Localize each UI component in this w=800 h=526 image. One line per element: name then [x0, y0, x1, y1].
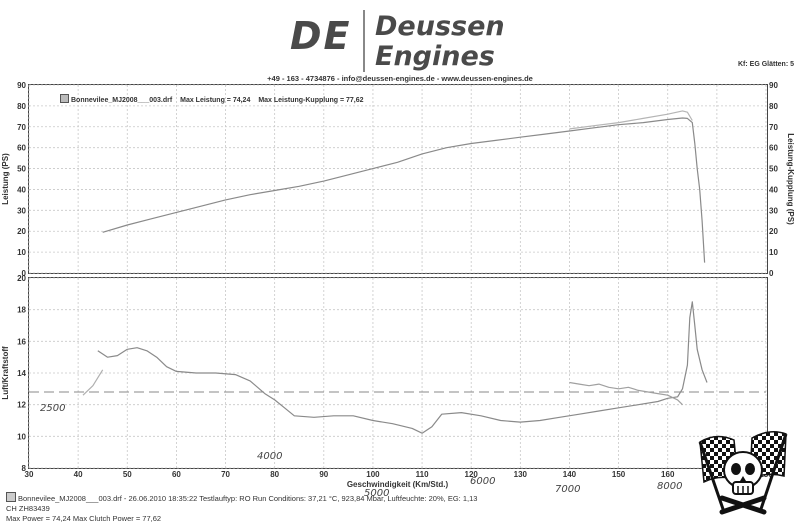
power-y-tick-label: 70 [17, 123, 26, 132]
skull-checkered-flags-icon [698, 431, 788, 515]
x-tick-label: 110 [416, 470, 429, 479]
power-y-tick-label-right: 60 [769, 144, 778, 153]
legend-file-icon [60, 94, 69, 103]
power-y-tick-label-right: 70 [769, 123, 778, 132]
x-tick-label: 100 [366, 470, 380, 479]
rpm-annotation: 5000 [364, 488, 389, 499]
x-tick-label: 140 [563, 470, 577, 479]
power-chart-panel [28, 84, 768, 274]
afr-y-tick-label: 20 [17, 274, 26, 283]
power-series-line-1 [569, 110, 693, 130]
rpm-annotation: 2500 [40, 403, 65, 414]
power-y-tick-label-right: 30 [769, 206, 778, 215]
power-y-tick-label-right: 80 [769, 102, 778, 111]
logo-divider [363, 10, 365, 72]
run-info: Bonnevilee_MJ2008___003.drf - 26.06.2010… [6, 492, 477, 524]
afr-y-axis-label: Luft/Kraftstoff [1, 346, 10, 400]
power-y-tick-label-right: 20 [769, 227, 778, 236]
rpm-annotation: 6000 [470, 476, 495, 487]
afr-y-tick-label: 14 [17, 369, 26, 378]
x-axis-label: Geschwindigkeit (Km/Std.) [347, 480, 449, 489]
chart-legend: Bonnevilee_MJ2008___003.drf Max Leistung… [60, 94, 364, 104]
rpm-annotation: 8000 [657, 481, 682, 492]
x-tick-label: 90 [319, 470, 328, 479]
company-name: Deussen Engines [375, 12, 505, 72]
x-tick-label: 160 [661, 470, 675, 479]
x-tick-label: 80 [270, 470, 279, 479]
run-info-line1: Bonnevilee_MJ2008___003.drf - 26.06.2010… [18, 494, 478, 503]
smoothing-settings: Kf: EG Glätten: 5 [737, 61, 794, 68]
afr-series-line-0 [97, 301, 708, 434]
afr-series-line-2 [82, 369, 104, 396]
power-y-tick-label: 30 [17, 206, 26, 215]
power-y-tick-label: 80 [17, 102, 26, 111]
afr-y-tick-label: 18 [17, 306, 26, 315]
power-y-tick-label-right: 10 [769, 248, 778, 257]
run-info-line2: CH ZH83439 [6, 504, 50, 513]
rpm-annotation: 7000 [555, 484, 580, 495]
contact-line: +49 - 163 - 4734876 - info@deussen-engin… [267, 74, 533, 83]
afr-y-tick-label: 12 [17, 401, 26, 410]
power-y-tick-label: 20 [17, 227, 26, 236]
legend-max-clutch: Max Leistung-Kupplung = 77,62 [258, 97, 364, 104]
afr-y-tick-label: 10 [17, 432, 26, 441]
company-name-line1: Deussen [375, 11, 505, 42]
power-y-tick-label: 50 [17, 165, 26, 174]
legend-max-power: Max Leistung = 74,24 [180, 97, 251, 104]
power-y-tick-label-right: 50 [769, 165, 778, 174]
run-info-line3: Max Power = 74,24 Max Clutch Power = 77,… [6, 514, 162, 523]
power-y-tick-label-right: 40 [769, 185, 778, 194]
rpm-annotation: 4000 [257, 451, 282, 462]
company-name-line2: Engines [375, 41, 495, 72]
x-tick-label: 150 [612, 470, 626, 479]
x-tick-label: 120 [465, 470, 479, 479]
x-tick-label: 130 [514, 470, 528, 479]
power-y-tick-label: 0 [22, 269, 27, 278]
power-y-tick-label: 40 [17, 185, 26, 194]
x-tick-label: 30 [25, 470, 34, 479]
afr-series-line-1 [569, 381, 683, 406]
x-tick-label: 60 [172, 470, 181, 479]
logo-initials: DE [290, 14, 352, 58]
file-icon [6, 492, 16, 502]
x-tick-label: 50 [123, 470, 132, 479]
power-y-tick-label: 10 [17, 248, 26, 257]
legend-file: Bonnevilee_MJ2008___003.drf [71, 97, 173, 104]
power-y-tick-label-right: 0 [769, 269, 774, 278]
afr-y-tick-label: 16 [17, 337, 26, 346]
x-tick-label: 70 [221, 470, 230, 479]
power-y-axis-label-right: Leistung-Kupplung (PS) [786, 133, 795, 225]
power-series-line-0 [102, 117, 706, 263]
power-y-tick-label: 90 [17, 81, 26, 90]
x-tick-label: 40 [74, 470, 83, 479]
power-y-tick-label-right: 90 [769, 81, 778, 90]
afr-y-tick-label: 8 [22, 464, 27, 473]
power-y-tick-label: 60 [17, 144, 26, 153]
power-y-axis-label: Leistung (PS) [1, 153, 10, 205]
